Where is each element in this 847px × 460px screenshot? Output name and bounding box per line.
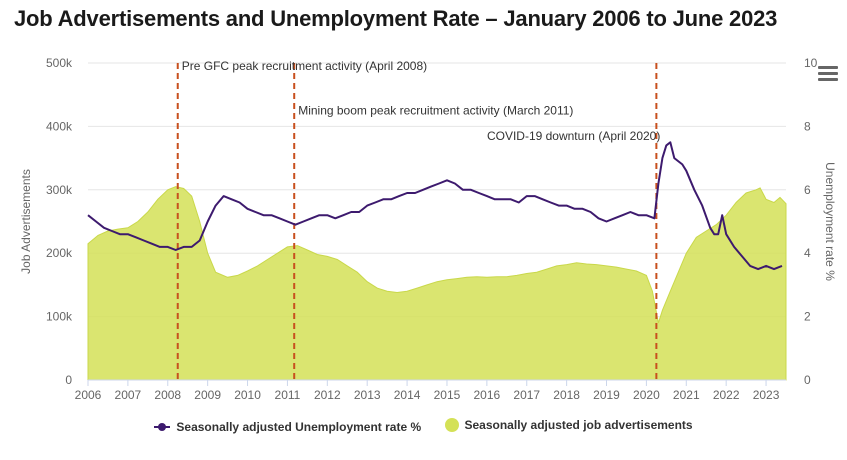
left-axis-tick-label: 100k xyxy=(46,310,73,324)
annotation-labels: Pre GFC peak recruitment activity (April… xyxy=(182,59,661,143)
right-axis-ticks: 0 2 4 6 8 10 xyxy=(804,56,818,387)
x-axis-tick-label: 2006 xyxy=(75,388,102,402)
hamburger-menu-icon[interactable] xyxy=(818,66,838,84)
right-axis-tick-label: 8 xyxy=(804,119,811,133)
left-axis-tick-label: 300k xyxy=(46,183,73,197)
x-axis-tick-label: 2013 xyxy=(354,388,381,402)
annotation-label: COVID-19 downturn (April 2020) xyxy=(487,129,660,143)
x-axis-ticks: 2006 2007 2008 2009 2010 2011 2012 2013 2014 2015… xyxy=(75,380,780,402)
unemployment-line[interactable] xyxy=(87,141,783,271)
right-axis-tick-label: 0 xyxy=(804,373,811,387)
right-axis-tick-label: 10 xyxy=(804,56,818,70)
x-axis-tick-label: 2012 xyxy=(314,388,341,402)
legend-label-job-ads: Seasonally adjusted job advertisements xyxy=(464,418,693,432)
x-axis-tick-label: 2010 xyxy=(234,388,261,402)
x-axis-tick-label: 2020 xyxy=(633,388,660,402)
x-axis-tick-label: 2011 xyxy=(275,388,301,402)
legend-item-unemployment[interactable]: Seasonally adjusted Unemployment rate % xyxy=(154,420,421,434)
annotation-label: Pre GFC peak recruitment activity (April… xyxy=(182,59,427,73)
x-axis-tick-label: 2019 xyxy=(593,388,620,402)
right-axis-tick-label: 2 xyxy=(804,310,811,324)
right-axis-tick-label: 4 xyxy=(804,246,811,260)
x-axis-tick-label: 2021 xyxy=(673,388,700,402)
legend-line-marker-icon xyxy=(154,422,171,432)
x-axis-tick-label: 2009 xyxy=(194,388,221,402)
chart-title: Job Advertisements and Unemployment Rate… xyxy=(14,6,778,31)
x-axis-tick-label: 2015 xyxy=(434,388,461,402)
annotation-label: Mining boom peak recruitment activity (M… xyxy=(298,104,573,118)
legend-item-job-ads[interactable]: Seasonally adjusted job advertisements xyxy=(444,418,693,432)
left-axis-tick-label: 500k xyxy=(46,56,73,70)
legend-label-unemployment: Seasonally adjusted Unemployment rate % xyxy=(176,420,422,434)
legend: Seasonally adjusted Unemployment rate % … xyxy=(0,418,847,435)
left-axis-ticks: 0 100k 200k 300k 400k 500k xyxy=(46,56,73,387)
left-axis-tick-label: 400k xyxy=(46,119,73,133)
left-axis-title: Job Advertisements xyxy=(19,169,33,274)
x-axis-tick-label: 2016 xyxy=(474,388,501,402)
annotation-lines xyxy=(176,63,658,380)
left-axis-tick-label: 200k xyxy=(46,246,73,260)
right-axis-tick-label: 6 xyxy=(804,183,811,197)
x-axis-tick-label: 2018 xyxy=(553,388,580,402)
x-axis-tick-label: 2023 xyxy=(753,388,780,402)
legend-dot-marker-icon xyxy=(444,418,459,432)
x-axis-tick-label: 2017 xyxy=(513,388,540,402)
x-axis-tick-label: 2008 xyxy=(154,388,181,402)
x-axis-tick-label: 2022 xyxy=(713,388,740,402)
right-axis-title: Unemployment rate % xyxy=(823,162,837,281)
left-axis-tick-label: 0 xyxy=(65,373,72,387)
x-axis-tick-label: 2014 xyxy=(394,388,421,402)
job-ads-area[interactable] xyxy=(87,186,787,381)
x-axis-tick-label: 2007 xyxy=(115,388,142,402)
